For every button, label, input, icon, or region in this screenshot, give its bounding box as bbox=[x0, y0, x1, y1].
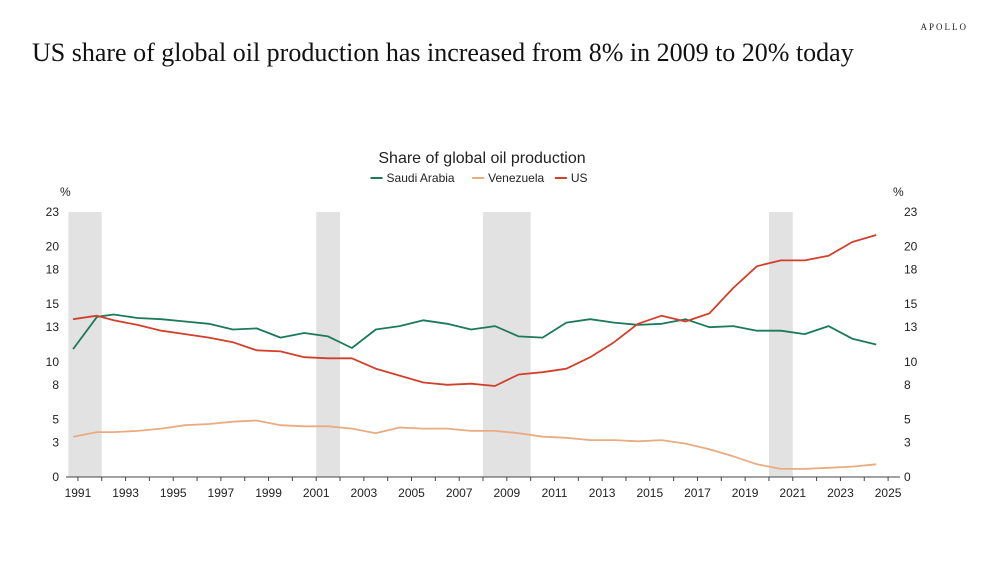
y-tick-label-right: 3 bbox=[904, 435, 911, 449]
y-tick-label-right: 10 bbox=[904, 355, 918, 369]
x-tick-label: 2023 bbox=[827, 486, 854, 500]
y-tick-label-left: 8 bbox=[52, 378, 59, 392]
recession-band-3 bbox=[768, 212, 793, 477]
y-tick-label-right: 23 bbox=[904, 205, 918, 219]
x-tick-label: 2011 bbox=[542, 486, 568, 500]
x-tick-label: 1995 bbox=[160, 486, 187, 500]
y-tick-label-left: 10 bbox=[46, 355, 60, 369]
series-line-venezuela bbox=[72, 419, 877, 470]
x-tick-label: 2003 bbox=[351, 486, 378, 500]
y-tick-label-left: 13 bbox=[46, 320, 60, 334]
x-tick-label: 1997 bbox=[208, 486, 235, 500]
y-tick-label-right: 13 bbox=[904, 320, 918, 334]
y-tick-label-right: 15 bbox=[904, 297, 918, 311]
series-lines bbox=[72, 234, 877, 470]
recession-band-1 bbox=[316, 212, 341, 477]
y-tick-label-left: 3 bbox=[52, 435, 59, 449]
y-tick-label-left: 5 bbox=[52, 412, 59, 426]
brand-logo: APOLLO bbox=[920, 22, 968, 32]
y-tick-label-left: 15 bbox=[46, 297, 60, 311]
x-tick-label: 2013 bbox=[589, 486, 616, 500]
x-tick-label: 2007 bbox=[446, 486, 473, 500]
y-tick-label-right: 20 bbox=[904, 240, 918, 254]
y-tick-label-right: 8 bbox=[904, 378, 911, 392]
series-line-saudi-arabia bbox=[72, 313, 877, 350]
x-tick-label: 2005 bbox=[398, 486, 425, 500]
y-tick-label-left: 0 bbox=[52, 470, 59, 484]
page-title: US share of global oil production has in… bbox=[32, 38, 854, 67]
x-tick-label: 2017 bbox=[684, 486, 711, 500]
y-tick-label-left: 18 bbox=[46, 263, 60, 277]
x-tick-label: 1991 bbox=[65, 486, 92, 500]
chart-title: Share of global oil production bbox=[378, 150, 585, 167]
x-tick-label: 2009 bbox=[493, 486, 520, 500]
series-line-us bbox=[72, 234, 877, 387]
x-tick-label: 2015 bbox=[636, 486, 663, 500]
y-tick-label-left: 20 bbox=[46, 240, 60, 254]
x-axis: 1991 1993 1995 1997 1999 2001 2003 2005 2007 2009… bbox=[65, 476, 902, 500]
y-tick-label-right: 5 bbox=[904, 412, 911, 426]
y-axis-right: 0 3 5 8 10 13 15 18 20 23 bbox=[904, 205, 918, 484]
recession-bands bbox=[68, 212, 793, 477]
legend-label-saudi-arabia: Saudi Arabia bbox=[387, 171, 455, 185]
chart-legend: Saudi Arabia Venezuela US bbox=[370, 171, 588, 185]
x-tick-label: 1993 bbox=[112, 486, 139, 500]
y-tick-label-right: 0 bbox=[904, 470, 911, 484]
y-axis-label-left: % bbox=[60, 185, 71, 199]
y-tick-label-left: 23 bbox=[46, 205, 60, 219]
recession-band-2 bbox=[483, 212, 531, 477]
x-tick-label: 2001 bbox=[303, 486, 330, 500]
legend-label-us: US bbox=[571, 171, 588, 185]
x-tick-label: 1999 bbox=[255, 486, 282, 500]
y-axis-label-right: % bbox=[893, 185, 904, 199]
x-tick-label: 2025 bbox=[875, 486, 902, 500]
y-tick-label-right: 18 bbox=[904, 263, 918, 277]
y-axis-left: 0 3 5 8 10 13 15 18 20 23 bbox=[46, 205, 60, 484]
legend-label-venezuela: Venezuela bbox=[488, 171, 544, 185]
x-tick-label: 2021 bbox=[779, 486, 806, 500]
x-tick-label: 2019 bbox=[732, 486, 759, 500]
